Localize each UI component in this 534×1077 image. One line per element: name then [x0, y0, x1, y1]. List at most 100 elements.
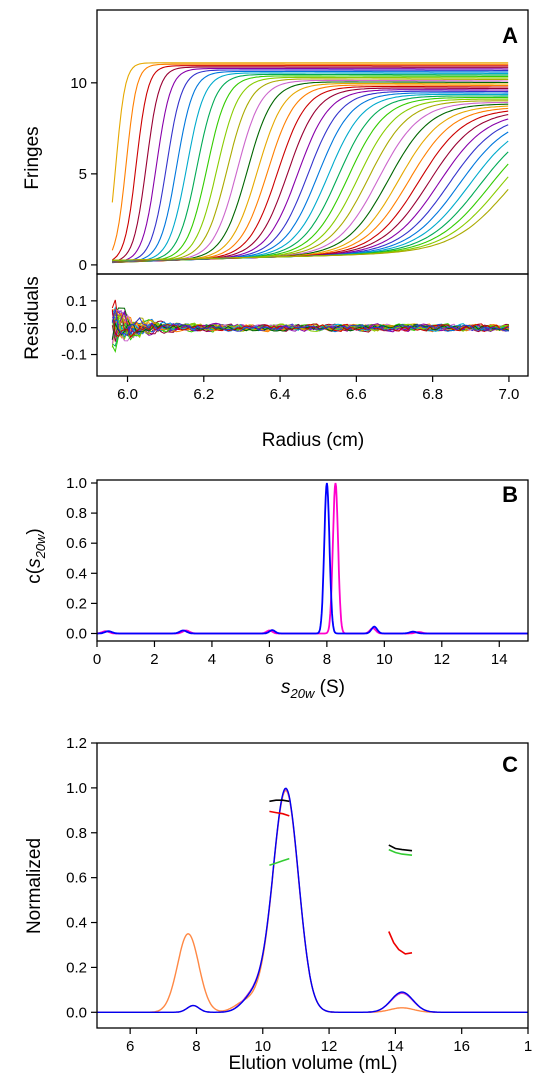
fringe-scan	[111, 65, 509, 261]
cs-label-s: s	[24, 558, 45, 568]
fringe-scan	[112, 90, 509, 263]
cs-series	[97, 482, 528, 635]
radius-x-axis: 6.0 6.2 6.4 6.6 6.8 7.0	[117, 376, 519, 403]
fringes-axis-label: Fringes	[22, 126, 43, 189]
panel-b-axes: 0.0 0.2 0.4 0.6 0.8 1.0 0 2 4 6 8 10 12 14	[66, 475, 507, 668]
y-tick-label: 1.2	[66, 735, 87, 752]
x-tick-label: 12	[321, 1038, 338, 1055]
y-tick-label: 0.4	[66, 565, 87, 582]
y-tick-label: 5	[79, 166, 87, 183]
fringe-scan	[112, 163, 509, 261]
fringe-scan	[112, 67, 509, 263]
x-tick-label: 14	[491, 651, 508, 668]
fringe-scan	[112, 69, 509, 264]
x-tick-label: 10	[254, 1038, 271, 1055]
y-tick-label: 0	[79, 257, 87, 274]
y-tick-label: 0.0	[66, 1004, 87, 1021]
molar-mass-segment	[388, 844, 413, 852]
fringe-scan	[112, 97, 509, 262]
panel-a: 0 5 10 -0.1 0.0 0.1 6.0 6.2 6.4 6.6 6.8 7.0 A Fri…	[22, 9, 529, 451]
x-tick-label: 2	[150, 651, 158, 668]
elution-series-line	[97, 787, 528, 1013]
x-tick-label: 14	[387, 1038, 404, 1055]
x-tick-label: 6.4	[270, 386, 291, 403]
cs-label-prefix: c(	[24, 567, 45, 584]
fringe-scan	[112, 66, 509, 263]
y-tick-label: -0.1	[61, 347, 87, 364]
fringe-scan	[111, 62, 509, 203]
fringe-scan	[112, 176, 509, 261]
x-tick-label: 12	[433, 651, 450, 668]
cs-label-close: )	[24, 528, 45, 534]
residuals-traces	[111, 299, 510, 353]
molar-mass-segment	[269, 857, 290, 867]
x-tick-label: 6.0	[117, 386, 138, 403]
s20w-axis-label: s20w (S)	[281, 677, 345, 701]
elution-series	[97, 787, 528, 1013]
fringe-scan	[112, 140, 509, 262]
fringe-scan	[112, 89, 509, 263]
fringe-scan	[112, 78, 509, 263]
fringe-scan	[112, 75, 509, 263]
y-tick-label: 1.0	[66, 475, 87, 492]
y-tick-label: 0.1	[66, 293, 87, 310]
panel-b-frame	[96, 479, 529, 642]
y-tick-label: 0.6	[66, 870, 87, 887]
fringe-scan	[112, 100, 509, 262]
elution-series-line	[97, 788, 528, 1013]
y-tick-label: 0.0	[66, 625, 87, 642]
fringes-y-axis: 0 5 10	[70, 75, 97, 274]
fringes-scans	[111, 62, 509, 264]
x-tick-label: 6.2	[193, 386, 214, 403]
elution-axis-label: Elution volume (mL)	[229, 1053, 398, 1074]
panel-c-axes: 0.0 0.2 0.4 0.6 0.8 1.0 1.2 6 8 10 12 14 16 1	[66, 735, 532, 1055]
cs-label-sub: 20w	[33, 533, 48, 559]
x-tick-label: 6	[265, 651, 273, 668]
fringe-scan	[112, 95, 509, 263]
residual-trace	[111, 309, 510, 339]
panel-c-frame	[96, 742, 529, 1029]
fringe-scan	[112, 73, 509, 264]
x-tick-label: 10	[376, 651, 393, 668]
x-tick-label: 1	[524, 1038, 532, 1055]
y-tick-label: 0.8	[66, 825, 87, 842]
molar-mass-segment	[388, 848, 413, 856]
residual-trace	[111, 309, 509, 339]
residual-trace	[111, 309, 509, 337]
y-tick-label: 0.0	[66, 320, 87, 337]
x-tick-label: 4	[208, 651, 216, 668]
elution-series-line	[97, 789, 528, 1013]
x-tick-label: 0	[93, 651, 101, 668]
fringe-scan	[112, 70, 509, 264]
y-tick-label: 1.0	[66, 780, 87, 797]
residuals-frame	[96, 273, 529, 377]
s20w-label-s: s	[281, 677, 291, 698]
radius-axis-label: Radius (cm)	[262, 430, 364, 451]
s20w-label-sub: 20w	[290, 686, 316, 701]
fringe-scan	[112, 76, 509, 263]
panel-b-letter: B	[502, 482, 518, 507]
y-tick-label: 10	[70, 75, 87, 92]
fringe-scan	[111, 63, 509, 251]
residuals-y-axis: -0.1 0.0 0.1	[61, 293, 97, 364]
panel-b: 0.00.20.40.60.81.00 2 4 6 8 10 12 14 B c(s20w) …	[24, 475, 529, 701]
x-tick-label: 8	[323, 651, 331, 668]
y-tick-label: 0.4	[66, 915, 87, 932]
fringe-scan	[112, 189, 509, 261]
fringe-scan	[112, 72, 509, 264]
x-tick-label: 8	[192, 1038, 200, 1055]
x-tick-label: 6	[126, 1038, 134, 1055]
molar-mass-segment	[269, 810, 290, 817]
y-tick-label: 0.8	[66, 505, 87, 522]
cs-axis-label: c(s20w)	[24, 528, 48, 584]
y-tick-label: 0.2	[66, 959, 87, 976]
s20w-label-unit: (S)	[314, 677, 345, 698]
y-tick-label: 0.2	[66, 595, 87, 612]
residuals-axis-label: Residuals	[22, 276, 43, 359]
panel-c-letter: C	[502, 752, 518, 777]
fringe-scan	[112, 98, 509, 262]
panel-a-letter: A	[502, 23, 518, 48]
molar-mass-segment	[388, 931, 413, 955]
x-tick-label: 16	[453, 1038, 470, 1055]
